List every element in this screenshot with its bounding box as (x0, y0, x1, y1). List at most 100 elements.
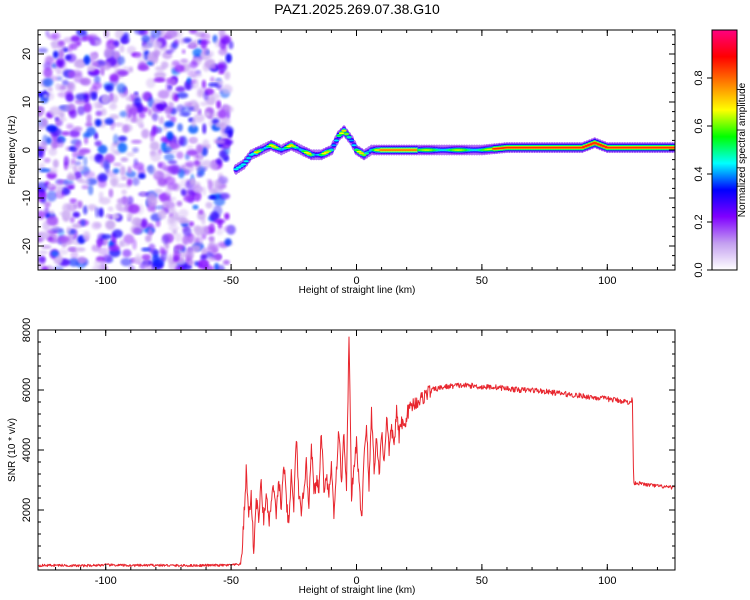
ridge-cell (288, 144, 294, 146)
noise-blob (42, 265, 48, 270)
noise-blob (200, 254, 207, 261)
noise-blob (224, 71, 231, 80)
noise-blob (163, 106, 171, 115)
noise-blob (93, 39, 102, 46)
noise-blob (58, 235, 70, 243)
ridge-cell (256, 150, 262, 152)
noise-blob (133, 158, 138, 165)
noise-blob (225, 53, 232, 64)
noise-blob (177, 258, 187, 265)
noise-blob (40, 197, 47, 204)
noise-blob (177, 123, 183, 132)
noise-blob (93, 259, 104, 268)
spectrogram-y-tick-label: 10 (21, 96, 33, 108)
noise-blob (74, 161, 82, 166)
noise-blob (201, 248, 207, 255)
noise-blob (97, 174, 103, 182)
noise-blob (141, 44, 148, 52)
noise-blob (204, 112, 211, 117)
noise-blob (137, 64, 150, 71)
colorbar-tick-label: 0.8 (693, 70, 705, 85)
noise-blob (77, 105, 85, 116)
noise-blob (178, 112, 190, 117)
noise-blob (46, 92, 55, 101)
noise-blob (159, 116, 164, 125)
noise-blob (97, 241, 102, 248)
noise-blob (64, 54, 72, 61)
noise-blob (152, 102, 157, 112)
noise-blob (166, 112, 171, 119)
noise-blob (128, 107, 138, 116)
noise-blob (213, 205, 223, 217)
noise-blob (71, 223, 83, 229)
ridge-cell (248, 154, 254, 156)
noise-blob (52, 50, 59, 59)
ridge-cell (238, 165, 244, 167)
noise-blob (163, 200, 170, 206)
noise-blob (130, 139, 142, 144)
noise-blob (202, 186, 207, 196)
ridge-cell (293, 146, 299, 149)
noise-blob (38, 210, 46, 219)
noise-blob (216, 100, 222, 109)
noise-blob (195, 144, 203, 154)
ridge-cell (236, 166, 242, 169)
noise-blob (108, 188, 114, 198)
noise-blob (91, 61, 100, 67)
noise-blob (153, 77, 166, 83)
ridge-cell (356, 150, 362, 153)
noise-blob (38, 47, 48, 54)
noise-blob (143, 257, 150, 269)
noise-blob (208, 222, 215, 234)
noise-blob (68, 232, 74, 239)
snr-x-tick-label: 0 (353, 575, 359, 587)
noise-blob (161, 234, 170, 245)
noise-blob (176, 151, 184, 159)
noise-blob (46, 86, 53, 92)
noise-blob (56, 68, 61, 76)
noise-blob (111, 50, 120, 59)
noise-blob (135, 253, 141, 262)
noise-blob (39, 191, 47, 200)
noise-blob (115, 183, 127, 188)
noise-blob (41, 117, 48, 127)
ridge-cell (326, 150, 332, 152)
noise-blob (133, 97, 142, 107)
noise-blob (80, 219, 86, 227)
noise-blob (103, 48, 113, 59)
noise-blob (69, 216, 75, 223)
noise-blob (201, 147, 208, 157)
noise-blob (164, 153, 175, 161)
noise-blob (102, 254, 113, 263)
noise-blob (103, 237, 108, 246)
noise-blob (192, 204, 199, 210)
noise-blob (217, 63, 225, 70)
ridge-cell (246, 157, 252, 159)
noise-blob (167, 101, 174, 109)
noise-blob (39, 168, 51, 173)
noise-blob (38, 106, 45, 117)
snr-x-axis-label: Height of straight line (km) (299, 585, 416, 596)
noise-blob (214, 180, 222, 189)
noise-blob (66, 226, 71, 234)
noise-blob (210, 93, 221, 100)
ridge-cell (341, 130, 347, 132)
noise-blob (94, 140, 102, 147)
noise-blob (193, 113, 205, 123)
noise-blob (49, 209, 55, 216)
noise-blob (136, 104, 144, 113)
colorbar-tick-label: 0.0 (693, 262, 705, 277)
ridge-cell (318, 154, 324, 156)
noise-blob (147, 164, 155, 175)
noise-blob (47, 33, 58, 40)
noise-blob (186, 145, 194, 150)
noise-blob (217, 264, 225, 270)
noise-blob (66, 82, 74, 90)
ridge-cell (258, 149, 264, 151)
noise-blob (169, 206, 177, 214)
noise-blob (121, 189, 127, 195)
noise-blob (63, 210, 71, 218)
noise-blob (72, 148, 78, 159)
ridge-cell (261, 148, 267, 150)
noise-blob (175, 86, 186, 93)
